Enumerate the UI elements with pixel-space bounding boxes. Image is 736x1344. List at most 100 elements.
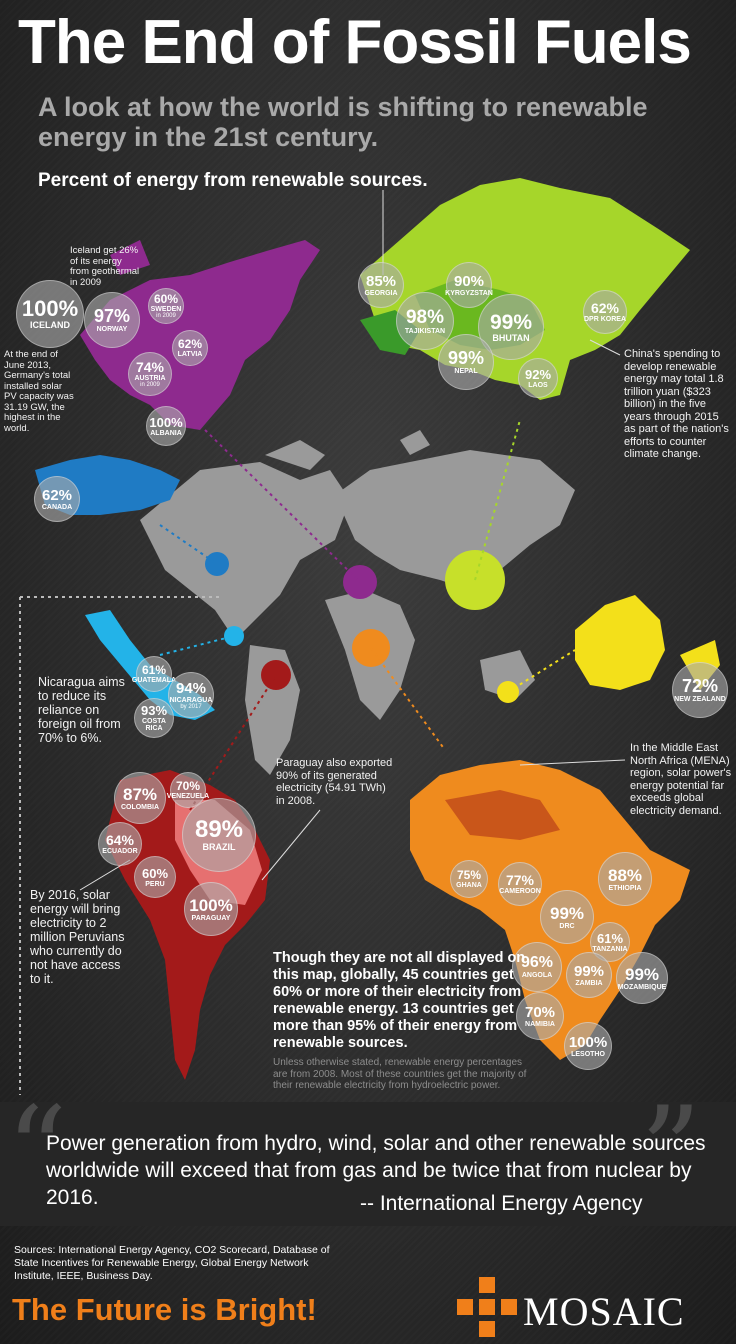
bubble-value: 61% <box>141 663 167 677</box>
bubble-value: 100% <box>149 414 183 430</box>
bubble-bhutan: 99% BHUTAN <box>478 294 544 360</box>
scandinavia-region <box>110 240 150 275</box>
bubble-country: ZAMBIA <box>575 979 603 987</box>
bubble-nepal: 99% NEPAL <box>438 334 494 390</box>
bubble-country: COSTA RICA <box>142 718 166 732</box>
bubble-peru: 60% PERU <box>134 856 176 898</box>
bubble-value: 99% <box>573 962 605 980</box>
bubble-value: 89% <box>194 816 244 843</box>
close-quote-icon: ” <box>640 1082 702 1221</box>
bubble-country: GEORGIA <box>364 289 398 297</box>
mosaic-logo-icon <box>457 1277 517 1337</box>
bubble-country: BHUTAN <box>492 332 530 343</box>
bubble-note: in 2009 <box>156 313 176 319</box>
bubble-country: VENEZUELA <box>166 793 210 800</box>
bubble-mozambique: 99% MOZAMBIQUE <box>616 952 668 1004</box>
bubble-value: 75% <box>456 868 482 882</box>
bubble-country: TANZANIA <box>592 945 628 953</box>
bubble-canada: 62% CANADA <box>34 476 80 522</box>
bubble-laos: 92% LAOS <box>518 358 558 398</box>
note-germany: At the end of June 2013, Germany's total… <box>4 349 74 434</box>
note-paraguay: Paraguay also exported 90% of its genera… <box>276 757 393 807</box>
north-africa-region <box>445 790 560 840</box>
bubble-cameroon: 77% CAMEROON <box>498 862 542 906</box>
bubble-country: TAJIKISTAN <box>404 327 446 335</box>
page-title: The End of Fossil Fuels <box>18 8 692 77</box>
bubble-note: by 2017 <box>180 703 202 710</box>
quote-attribution: -- International Energy Agency <box>360 1192 643 1215</box>
bubble-value: 64% <box>105 832 135 848</box>
bubble-austria: 74% AUSTRIA in 2009 <box>128 352 172 396</box>
bubble-costarica: 93% COSTA RICA <box>134 698 174 738</box>
south-america-dot <box>261 660 291 690</box>
bubble-value: 60% <box>153 292 179 306</box>
bubble-value: 99% <box>549 903 585 923</box>
bubble-value: 70% <box>175 779 201 793</box>
bubble-namibia: 70% NAMIBIA <box>516 992 564 1040</box>
bubble-value: 93% <box>140 703 168 718</box>
north-america-dot <box>205 552 229 576</box>
bubble-value: 72% <box>681 676 719 696</box>
bubble-value: 74% <box>135 359 165 375</box>
bubble-country: NEPAL <box>454 368 478 375</box>
bubble-colombia: 87% COLOMBIA <box>114 772 166 824</box>
bubble-country: GHANA <box>456 882 482 889</box>
bubble-country: NORWAY <box>96 326 128 333</box>
bubble-value: 88% <box>607 865 643 885</box>
bubble-lesotho: 100% LESOTHO <box>564 1022 612 1070</box>
bubble-brazil: 89% BRAZIL <box>182 798 256 872</box>
bubble-norway: 97% NORWAY <box>84 292 140 348</box>
bubble-country: LATVIA <box>177 351 203 358</box>
note-peru: By 2016, solar energy will bring electri… <box>30 888 125 986</box>
bubble-country: BRAZIL <box>202 842 236 852</box>
bubble-value: 60% <box>141 865 169 881</box>
bubble-value: 87% <box>122 784 158 804</box>
bubble-nicaragua: 94% NICARAGUA by 2017 <box>168 672 214 718</box>
bubble-drc: 99% DRC <box>540 890 594 944</box>
bubble-country: KYRGYZSTAN <box>445 289 493 297</box>
note-nicaragua: Nicaragua aims to reduce its reliance on… <box>38 675 125 745</box>
bubble-country: LAOS <box>528 381 548 389</box>
bubble-country: MOZAMBIQUE <box>617 983 667 991</box>
bubble-angola: 96% ANGOLA <box>512 942 562 992</box>
bubble-tajikistan: 98% TAJIKISTAN <box>396 292 454 350</box>
australia-region <box>575 595 665 690</box>
bubble-zambia: 99% ZAMBIA <box>566 952 612 998</box>
bubble-albania: 100% ALBANIA <box>146 406 186 446</box>
section-label: Percent of energy from renewable sources… <box>38 170 428 191</box>
bubble-georgia: 85% GEORGIA <box>358 262 404 308</box>
bubble-ghana: 75% GHANA <box>450 860 488 898</box>
bubble-dprkorea: 62% DPR KOREA <box>583 290 627 334</box>
bubble-country: ALBANIA <box>150 429 182 437</box>
bubble-paraguay: 100% PARAGUAY <box>184 882 238 936</box>
bubble-value: 99% <box>447 348 485 368</box>
bubble-note: in 2009 <box>140 382 160 388</box>
note-china: China's spending to develop renewable en… <box>624 348 729 460</box>
connector-lines <box>19 419 576 1095</box>
bubble-country: SWEDEN <box>150 306 182 313</box>
bubble-kyrgyzstan: 90% KYRGYZSTAN <box>445 262 493 308</box>
bubble-country: NEW ZEALAND <box>674 696 726 703</box>
bubble-iceland: 100% ICELAND <box>16 280 84 348</box>
bubble-value: 62% <box>177 337 203 351</box>
bubble-value: 100% <box>21 296 79 321</box>
world-map <box>140 430 575 775</box>
brand-name: MOSAIC <box>523 1289 685 1334</box>
bubble-country: DPR KOREA <box>584 316 627 323</box>
bubble-value: 92% <box>524 366 552 382</box>
bubble-latvia: 62% LATVIA <box>172 330 208 366</box>
bubble-value: 62% <box>590 300 620 316</box>
bubble-sweden: 60% SWEDEN in 2009 <box>148 288 184 324</box>
note-iceland: Iceland get 26% of its energy from geoth… <box>70 245 140 288</box>
bubble-country: PARAGUAY <box>191 914 231 922</box>
bubble-country: CAMEROON <box>499 888 541 895</box>
bubble-country: PERU <box>145 880 165 888</box>
bubble-value: 96% <box>520 954 554 971</box>
bubble-value: 70% <box>524 1003 556 1021</box>
bubble-value: 100% <box>568 1033 608 1051</box>
bubble-value: 77% <box>505 872 535 888</box>
tagline: The Future is Bright! <box>12 1292 317 1327</box>
bubble-ethiopia: 88% ETHIOPIA <box>598 852 652 906</box>
bubble-value: 62% <box>41 486 73 504</box>
bubble-country: DRC <box>559 922 575 930</box>
